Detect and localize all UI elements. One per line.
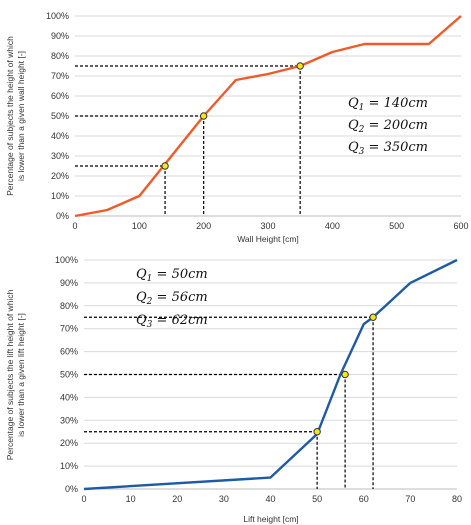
series-layer <box>74 15 462 218</box>
y-tick-label: 60% <box>51 91 69 101</box>
quartile-markers <box>161 62 304 170</box>
y-tick-label: 90% <box>60 278 78 288</box>
y-tick-label: 90% <box>51 31 69 41</box>
y-tick-label: 0% <box>65 484 78 494</box>
quartile-markers <box>313 313 377 436</box>
x-tick-label: 20 <box>172 494 182 504</box>
x-tick-labels: 0 10 20 30 40 50 60 70 80 <box>81 494 462 504</box>
y-tick-label: 60% <box>60 347 78 357</box>
y-tick-label: 70% <box>60 324 78 334</box>
y-tick-label: 50% <box>51 111 69 121</box>
x-tick-label: 500 <box>389 221 404 231</box>
y-tick-label: 70% <box>51 71 69 81</box>
series-line <box>74 15 462 218</box>
series-layer <box>83 258 458 491</box>
y-axis-title-line-1: Percentage of subjects the height of whi… <box>5 36 15 196</box>
x-tick-label: 30 <box>219 494 229 504</box>
lift-height-chart: 0% 10% 20% 30% 40% 50% 60% 70% 80% 90% 100% 0 10 20 3… <box>5 255 462 524</box>
x-tick-label: 10 <box>126 494 136 504</box>
y-tick-label: 100% <box>55 255 78 265</box>
y-tick-label: 10% <box>51 191 69 201</box>
x-tick-label: 40 <box>265 494 275 504</box>
x-tick-label: 50 <box>312 494 322 504</box>
x-tick-label: 200 <box>196 221 211 231</box>
y-tick-label: 80% <box>60 301 78 311</box>
quartile-marker <box>296 62 304 70</box>
x-tick-label: 400 <box>325 221 340 231</box>
y-tick-label: 20% <box>60 438 78 448</box>
x-tick-label: 0 <box>81 494 86 504</box>
quartile-annotations: Q1 = 140cm Q2 = 200cm Q3 = 350cm <box>348 96 428 157</box>
y-gridlines <box>75 15 461 197</box>
y-tick-labels: 0% 10% 20% 30% 40% 50% 60% 70% 80% 90% 100% <box>55 255 78 494</box>
series-line <box>83 258 458 491</box>
quartile-guides <box>84 316 374 489</box>
x-axis-title: Wall Height [cm] <box>237 234 299 244</box>
y-tick-label: 30% <box>51 151 69 161</box>
quartile-annotations: Q1 = 50cm Q2 = 56cm Q3 = 62cm <box>136 267 208 330</box>
quartile-annotation: Q3 = 62cm <box>136 313 208 330</box>
quartile-annotation: Q2 = 200cm <box>348 118 428 135</box>
y-tick-label: 20% <box>51 171 69 181</box>
x-tick-labels: 0 100 200 300 400 500 600 <box>72 221 468 231</box>
y-tick-label: 50% <box>60 370 78 380</box>
x-tick-label: 300 <box>260 221 275 231</box>
quartile-annotation: Q3 = 350cm <box>348 140 428 157</box>
quartile-marker <box>161 162 169 170</box>
x-tick-label: 600 <box>453 221 468 231</box>
x-tick-label: 100 <box>132 221 147 231</box>
y-tick-label: 30% <box>60 415 78 425</box>
x-tick-label: 0 <box>72 221 77 231</box>
wall-height-chart: 0% 10% 20% 30% 40% 50% 60% 70% 80% 90% 100% 0 100 20… <box>5 11 469 244</box>
quartile-guides <box>75 65 301 216</box>
quartile-annotation: Q2 = 56cm <box>136 290 208 307</box>
quartile-annotation: Q1 = 50cm <box>136 267 208 284</box>
x-tick-label: 70 <box>405 494 415 504</box>
quartile-marker <box>341 370 349 379</box>
y-axis-title-line-1: Percentage of subjects the lift height o… <box>5 289 15 460</box>
y-tick-label: 80% <box>51 51 69 61</box>
quartile-marker <box>369 313 377 321</box>
y-tick-label: 40% <box>60 392 78 402</box>
y-tick-label: 0% <box>56 211 69 221</box>
y-axis-title-line-2: is lower than a given lift height [-] <box>16 313 26 437</box>
y-tick-label: 100% <box>46 11 69 21</box>
y-axis-title-line-2: is lower than a given wall height [-] <box>16 51 26 181</box>
y-tick-label: 10% <box>60 461 78 471</box>
x-axis-title: Lift height [cm] <box>243 514 298 524</box>
quartile-annotation: Q1 = 140cm <box>348 96 428 113</box>
x-tick-label: 80 <box>452 494 462 504</box>
y-tick-labels: 0% 10% 20% 30% 40% 50% 60% 70% 80% 90% 100% <box>46 11 69 221</box>
x-tick-label: 60 <box>359 494 369 504</box>
quartile-marker <box>199 112 208 120</box>
y-tick-label: 40% <box>51 131 69 141</box>
quartile-marker <box>313 428 321 436</box>
